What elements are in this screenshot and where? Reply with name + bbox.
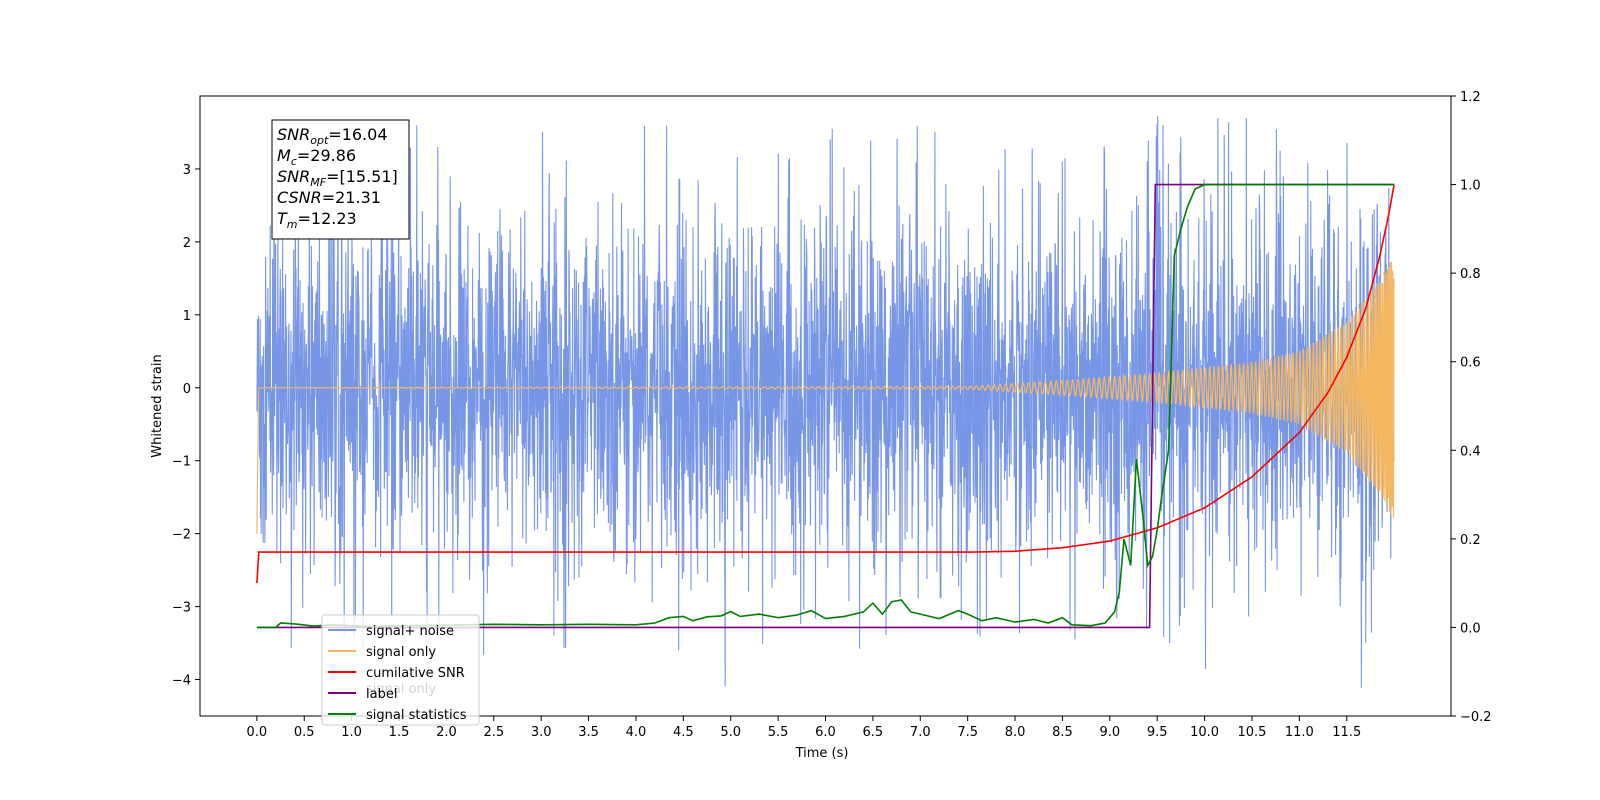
- x-axis-label: Time (s): [795, 746, 849, 761]
- annotation-line: SNRMF=[15.51]: [277, 167, 398, 189]
- y2-tick-label: 0.2: [1460, 533, 1481, 548]
- legend-box: [321, 614, 480, 726]
- x-tick-label: 9.0: [1099, 725, 1120, 740]
- y-tick-label: −3: [172, 601, 191, 616]
- legend-label: cumilative SNR: [366, 666, 465, 681]
- x-tick-label: 6.0: [815, 725, 836, 740]
- legend-label: label: [366, 687, 397, 702]
- x-tick-label: 8.0: [1005, 725, 1026, 740]
- x-tick-label: 2.0: [436, 725, 457, 740]
- x-tick-label: 6.5: [863, 725, 884, 740]
- x-tick-label: 7.5: [957, 725, 978, 740]
- y-tick-label: 0: [183, 382, 191, 397]
- x-tick-label: 5.5: [768, 725, 789, 740]
- y-tick-label: −1: [172, 455, 191, 470]
- y-axis-label: Whitened strain: [150, 354, 165, 457]
- y2-tick-label: −0.2: [1460, 710, 1492, 725]
- x-tick-label: 4.0: [626, 725, 647, 740]
- x-tick-label: 9.5: [1147, 725, 1168, 740]
- y2-tick-label: 0.8: [1460, 267, 1481, 282]
- x-tick-label: 4.5: [673, 725, 694, 740]
- y2-tick-label: 0.0: [1460, 621, 1481, 636]
- legend-label: signal only: [366, 645, 436, 660]
- y-tick-label: 2: [183, 236, 191, 251]
- signal-noise-line: [256, 116, 1395, 688]
- y-tick-label: 3: [183, 163, 191, 178]
- y-tick-label: −2: [172, 528, 191, 543]
- signal-only-line: [256, 261, 1395, 534]
- x-tick-label: 3.0: [531, 725, 552, 740]
- y-axis-left: 3 2 1 0 −1 −2 −3 −4: [172, 163, 200, 689]
- annotation-line: Mc=29.86: [277, 146, 356, 168]
- x-tick-label: 10.5: [1238, 725, 1267, 740]
- stats-annotation-box: SNRopt=16.04Mc=29.86SNRMF=[15.51]CSNR=21…: [271, 119, 410, 240]
- x-axis: 0.0 0.5 1.0 1.5 2.0 2.5 3.0 3.5 4.0 4.5 5.0 5.5 6.0 6…: [247, 716, 1361, 740]
- annotation-frame: [271, 119, 410, 240]
- legend-hidden-text: signal only: [366, 682, 436, 697]
- x-tick-label: 0.0: [247, 725, 268, 740]
- y2-tick-label: 1.2: [1460, 90, 1481, 105]
- y-tick-label: 1: [183, 309, 191, 324]
- signal-statistics-line: [256, 183, 1395, 629]
- y-axis-right: 1.2 1.0 0.8 0.6 0.4 0.2 0.0 −0.2: [1451, 90, 1492, 725]
- signal-noise-series: [256, 116, 1395, 688]
- series-layer: [256, 183, 1395, 629]
- y2-tick-label: 0.6: [1460, 356, 1481, 371]
- x-tick-label: 11.0: [1285, 725, 1314, 740]
- x-tick-label: 1.5: [389, 725, 410, 740]
- annotation-line: CSNR=21.31: [277, 188, 381, 207]
- legend-label: signal statistics: [366, 708, 467, 723]
- x-tick-label: 3.5: [578, 725, 599, 740]
- y2-tick-label: 1.0: [1460, 179, 1481, 194]
- legend-label: signal+ noise: [366, 624, 454, 639]
- annotation-line: Tm=12.23: [277, 209, 357, 231]
- x-tick-label: 5.0: [720, 725, 741, 740]
- x-tick-label: 10.0: [1190, 725, 1219, 740]
- x-tick-label: 11.5: [1332, 725, 1361, 740]
- x-tick-label: 1.0: [341, 725, 362, 740]
- x-tick-label: 8.5: [1052, 725, 1073, 740]
- x-tick-label: 2.5: [483, 725, 504, 740]
- x-tick-label: 0.5: [294, 725, 315, 740]
- x-tick-label: 7.0: [910, 725, 931, 740]
- annotation-line: SNRopt=16.04: [277, 125, 388, 147]
- cumulative-snr-line: [256, 184, 1395, 584]
- y2-tick-label: 0.4: [1460, 444, 1481, 459]
- y-tick-label: −4: [172, 674, 191, 689]
